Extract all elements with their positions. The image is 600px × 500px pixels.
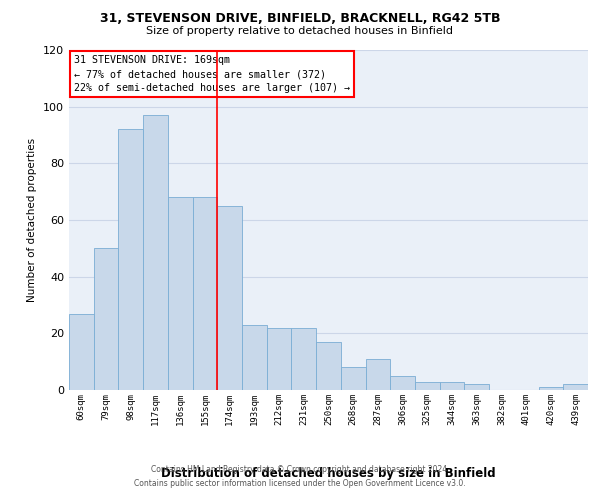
Bar <box>168 198 193 390</box>
Bar <box>539 387 563 390</box>
Text: Contains HM Land Registry data © Crown copyright and database right 2024.
Contai: Contains HM Land Registry data © Crown c… <box>134 466 466 487</box>
Bar <box>242 325 267 390</box>
Bar <box>390 376 415 390</box>
Bar <box>464 384 489 390</box>
Text: 31 STEVENSON DRIVE: 169sqm
← 77% of detached houses are smaller (372)
22% of sem: 31 STEVENSON DRIVE: 169sqm ← 77% of deta… <box>74 55 350 93</box>
Bar <box>563 384 588 390</box>
Bar <box>440 382 464 390</box>
Bar <box>69 314 94 390</box>
Bar <box>143 115 168 390</box>
Bar <box>365 359 390 390</box>
Bar <box>316 342 341 390</box>
Text: Size of property relative to detached houses in Binfield: Size of property relative to detached ho… <box>146 26 454 36</box>
Bar <box>415 382 440 390</box>
Bar <box>267 328 292 390</box>
Text: 31, STEVENSON DRIVE, BINFIELD, BRACKNELL, RG42 5TB: 31, STEVENSON DRIVE, BINFIELD, BRACKNELL… <box>100 12 500 26</box>
Bar <box>118 130 143 390</box>
Bar <box>292 328 316 390</box>
Bar <box>193 198 217 390</box>
Bar <box>341 368 365 390</box>
X-axis label: Distribution of detached houses by size in Binfield: Distribution of detached houses by size … <box>161 466 496 479</box>
Bar <box>94 248 118 390</box>
Y-axis label: Number of detached properties: Number of detached properties <box>28 138 37 302</box>
Bar <box>217 206 242 390</box>
